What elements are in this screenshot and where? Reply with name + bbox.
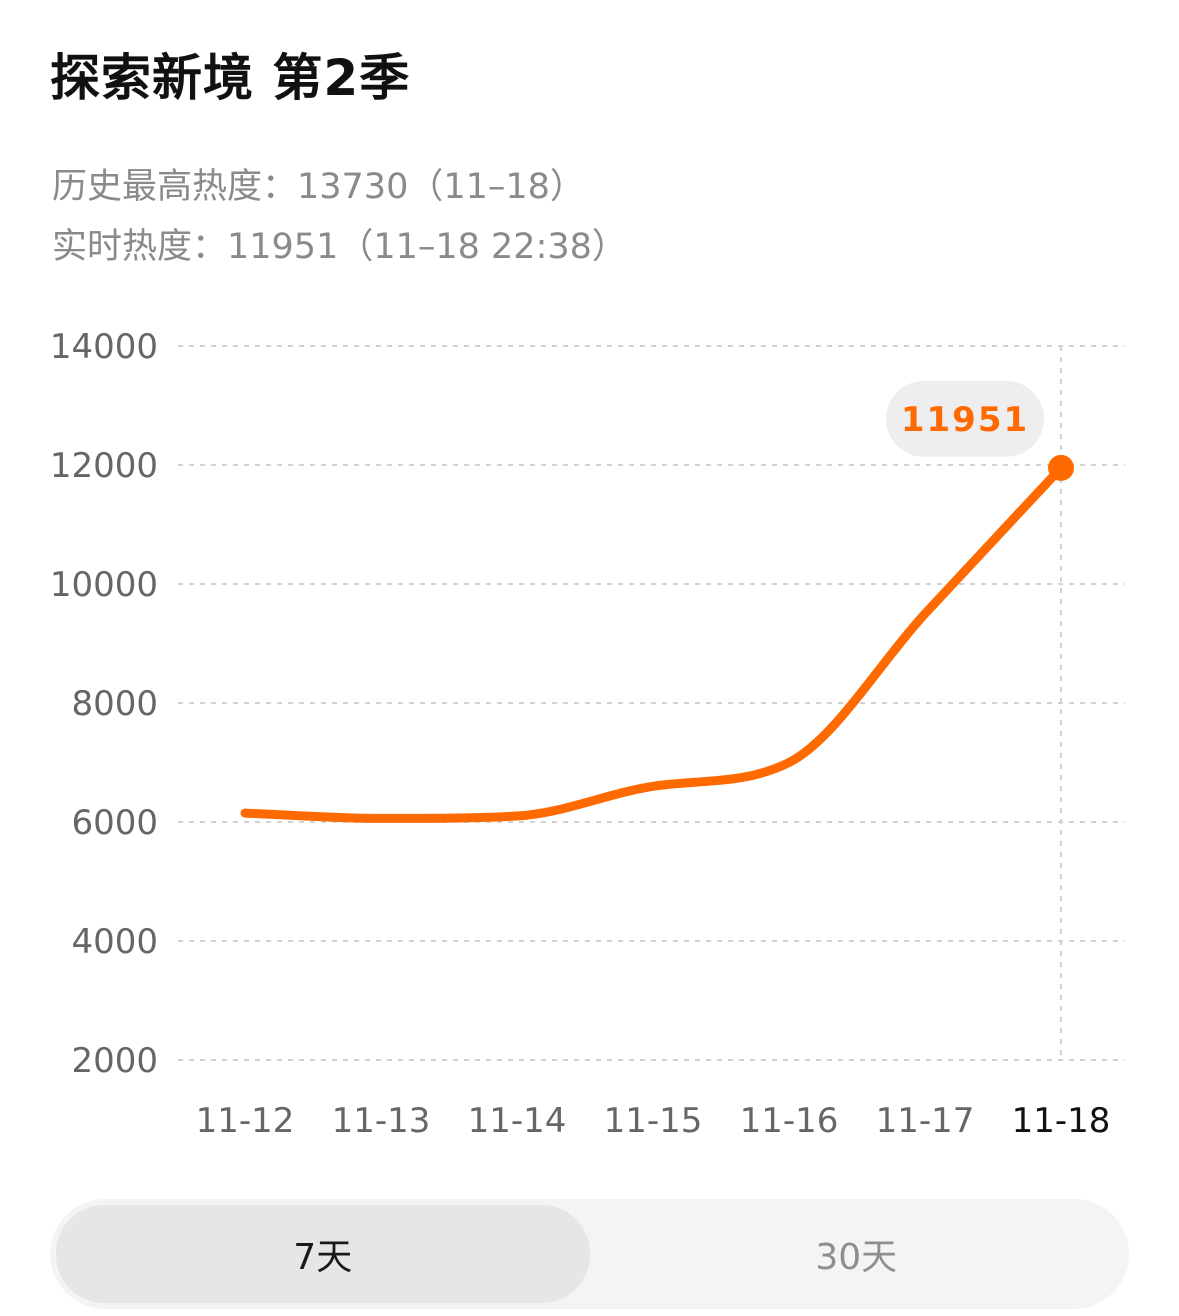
y-tick-label: 2000: [71, 1041, 158, 1081]
heat-series-line: [240, 463, 1066, 823]
show-title: 探索新境 第2季: [50, 49, 411, 107]
x-tick-label: 11-15: [604, 1101, 703, 1141]
current-value-label: 11951: [901, 400, 1029, 440]
x-tick-label: 11-17: [876, 1101, 975, 1141]
toggle-7-days[interactable]: 7天: [56, 1205, 590, 1303]
toggle-30-days[interactable]: 30天: [815, 1237, 898, 1278]
y-tick-label: 6000: [71, 803, 158, 843]
y-tick-label: 4000: [71, 922, 158, 962]
y-tick-label: 10000: [50, 565, 158, 605]
x-tick-label: 11-12: [196, 1101, 295, 1141]
y-tick-label: 14000: [50, 327, 158, 367]
heat-trend-chart: 14000 12000 10000 8000 6000 4000 2000 11-12 11-1…: [50, 327, 1125, 1141]
peak-heat-text: 历史最高热度：13730（11–18）: [52, 167, 585, 207]
live-heat-text: 实时热度：11951（11–18 22:38）: [52, 227, 627, 267]
x-tick-label: 11-14: [468, 1101, 567, 1141]
range-toggle: 7天 30天: [50, 1199, 1129, 1309]
x-tick-label: 11-18: [1012, 1101, 1111, 1141]
x-tick-label: 11-16: [740, 1101, 839, 1141]
current-point-marker: [1048, 454, 1074, 481]
y-tick-label: 12000: [50, 446, 158, 486]
current-value-bubble: [886, 380, 1044, 457]
x-tick-label: 11-13: [332, 1101, 431, 1141]
y-tick-label: 8000: [71, 684, 158, 724]
